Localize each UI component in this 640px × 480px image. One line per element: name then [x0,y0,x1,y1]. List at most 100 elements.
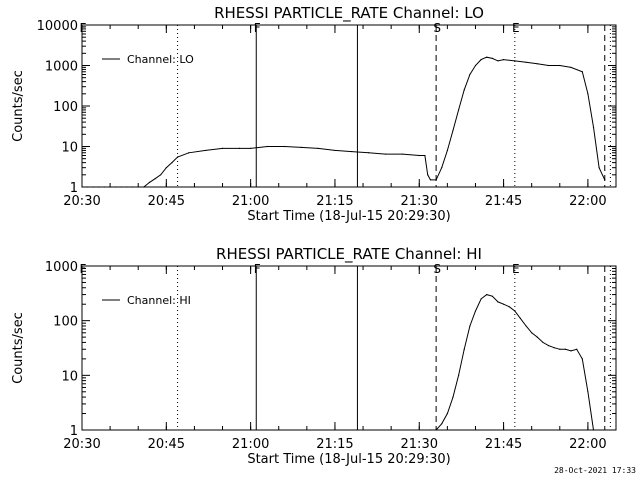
event-marker-label: E [512,262,520,276]
y-tick-label: 100 [53,315,78,330]
data-point [547,344,550,347]
data-point [592,429,595,431]
data-point [109,186,111,188]
data-point [486,293,488,296]
x-tick-label: 21:00 [232,437,269,452]
data-point [384,153,387,155]
data-point [131,186,134,188]
data-point [581,71,583,73]
chart-title: RHESSI PARTICLE_RATE Channel: HI [216,245,482,264]
y-tick-label: 1000 [45,60,78,75]
event-marker-label: F [254,21,261,35]
data-point [250,147,252,149]
data-point [463,348,465,350]
plot-frame [81,24,617,188]
event-marker-label: S [433,21,441,35]
data-point [570,66,572,68]
data-point [435,179,437,181]
x-tick-label: 20:45 [148,437,185,452]
y-tick-label: 10 [61,141,78,156]
data-point [283,145,285,148]
event-marker-label: F [254,262,261,276]
data-point [452,129,454,131]
data-series-line [82,56,606,188]
data-point [581,358,583,360]
data-point [154,178,156,180]
x-tick-label: 21:30 [401,194,438,209]
data-point [553,347,555,349]
data-point [188,152,190,154]
data-point [334,149,336,152]
data-point [508,306,510,308]
y-tick-label: 100 [53,100,78,115]
data-point [474,64,477,67]
data-point [598,167,600,169]
y-tick-label: 1000 [45,260,78,275]
data-point [525,325,527,327]
data-point [87,186,89,188]
data-point [441,167,443,169]
x-tick-label: 21:15 [316,437,353,452]
data-point [446,412,448,415]
data-point [452,396,454,398]
data-point [351,150,353,153]
data-point [429,429,432,431]
data-point [120,186,122,188]
data-point [221,147,224,149]
chart-title: RHESSI PARTICLE_RATE Channel: LO [214,4,484,23]
plot-frame [81,265,617,431]
data-point [266,145,269,148]
data-point [115,186,117,188]
data-point [458,374,460,376]
data-point [300,146,302,149]
data-point [137,186,139,188]
data-point [547,64,550,67]
data-point [480,298,482,300]
data-point [441,423,443,425]
data-point [474,310,477,312]
data-point [205,149,207,152]
data-point [491,57,493,59]
data-point [446,149,448,152]
x-tick-label: 21:45 [485,194,522,209]
x-tick-label: 22:00 [569,437,606,452]
y-tick-label: 1 [70,181,78,196]
data-point [165,167,167,169]
legend-label: Channel: HI [127,294,191,307]
event-marker-label: F [80,21,87,35]
data-point [531,332,533,334]
data-series-line [430,294,594,431]
data-point [81,186,83,188]
x-axis-label: Start Time (18-Jul-15 20:29:30) [247,452,450,467]
data-point [480,58,482,61]
data-point [418,154,420,157]
data-point [559,64,561,67]
data-point [536,63,538,65]
data-point [502,58,505,61]
x-tick-label: 20:45 [148,194,185,209]
data-point [176,156,179,158]
data-point [497,301,499,303]
data-point [570,350,572,352]
x-tick-label: 20:30 [63,437,100,452]
data-point [491,295,493,297]
data-point [126,186,128,188]
data-point [435,429,437,431]
data-point [429,179,432,181]
data-point [576,348,578,350]
data-point [317,147,319,149]
data-point [238,147,240,149]
legend-label: Channel: LO [127,53,194,66]
x-tick-label: 22:00 [569,194,606,209]
data-point [514,310,516,312]
data-point [368,152,370,154]
data-point [514,60,516,62]
event-marker-label: S [433,262,441,276]
data-point [486,56,488,58]
data-point [497,60,499,62]
y-tick-label: 10 [61,369,78,384]
event-marker-label: E [512,21,520,35]
x-tick-label: 21:00 [232,194,269,209]
data-point [592,126,595,128]
x-tick-label: 21:15 [316,194,353,209]
